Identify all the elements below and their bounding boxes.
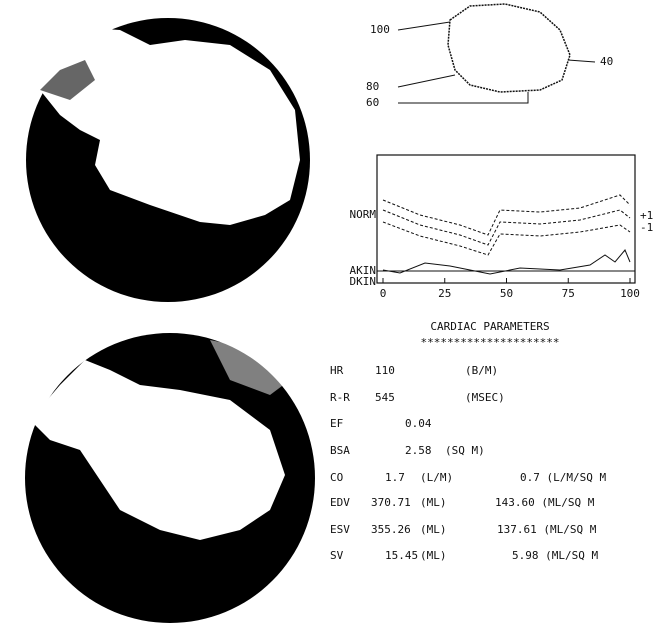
parameter-value: (L/M) xyxy=(420,471,453,484)
parameter-value: (SQ M) xyxy=(445,444,485,457)
parameter-value: (MSEC) xyxy=(465,391,505,404)
parameter-name: EDV xyxy=(330,496,350,509)
parameter-value: (ML) xyxy=(420,523,447,536)
parameters-title: CARDIAC PARAMETERS xyxy=(430,320,549,333)
y-label: NORM xyxy=(350,208,377,221)
parameter-value: 5.98 (ML/SQ M xyxy=(512,549,598,562)
contour-label: 40 xyxy=(600,55,613,68)
parameter-value: 15.45 xyxy=(385,549,418,562)
parameter-name: HR xyxy=(330,364,344,377)
parameter-value: 143.60 (ML/SQ M xyxy=(495,496,595,509)
parameter-value: (ML) xyxy=(420,549,447,562)
scintigram-bottom xyxy=(25,333,315,623)
parameters-divider: ********************* xyxy=(420,336,559,349)
parameter-name: R-R xyxy=(330,391,350,404)
parameter-value: 0.7 (L/M/SQ M xyxy=(520,471,606,484)
parameter-name: ESV xyxy=(330,523,350,536)
parameter-value: 137.61 (ML/SQ M xyxy=(497,523,597,536)
contour-label: 60 xyxy=(366,96,379,109)
contour-label: 100 xyxy=(370,23,390,36)
contour-diagram xyxy=(398,4,595,103)
figure: 100806040 0255075100NORMAKINDKIN+1-1 CAR… xyxy=(0,0,662,624)
band-label: -1 xyxy=(640,221,653,234)
parameter-name: EF xyxy=(330,417,343,430)
x-tick-label: 75 xyxy=(562,287,575,300)
parameter-value: 355.26 xyxy=(371,523,411,536)
parameter-value: 110 xyxy=(375,364,395,377)
x-tick-label: 50 xyxy=(500,287,513,300)
parameter-value: (B/M) xyxy=(465,364,498,377)
x-tick-label: 25 xyxy=(438,287,451,300)
parameter-name: CO xyxy=(330,471,343,484)
parameter-value: 2.58 xyxy=(405,444,432,457)
parameter-name: BSA xyxy=(330,444,350,457)
contour-label: 80 xyxy=(366,80,379,93)
wall-motion-chart xyxy=(377,155,635,283)
parameter-value: 370.71 xyxy=(371,496,411,509)
parameter-value: (ML) xyxy=(420,496,447,509)
y-label: DKIN xyxy=(350,275,377,288)
parameter-value: 1.7 xyxy=(385,471,405,484)
x-tick-label: 0 xyxy=(380,287,387,300)
parameter-name: SV xyxy=(330,549,344,562)
parameter-value: 0.04 xyxy=(405,417,432,430)
x-tick-label: 100 xyxy=(620,287,640,300)
scintigram-top xyxy=(26,18,310,302)
parameter-value: 545 xyxy=(375,391,395,404)
